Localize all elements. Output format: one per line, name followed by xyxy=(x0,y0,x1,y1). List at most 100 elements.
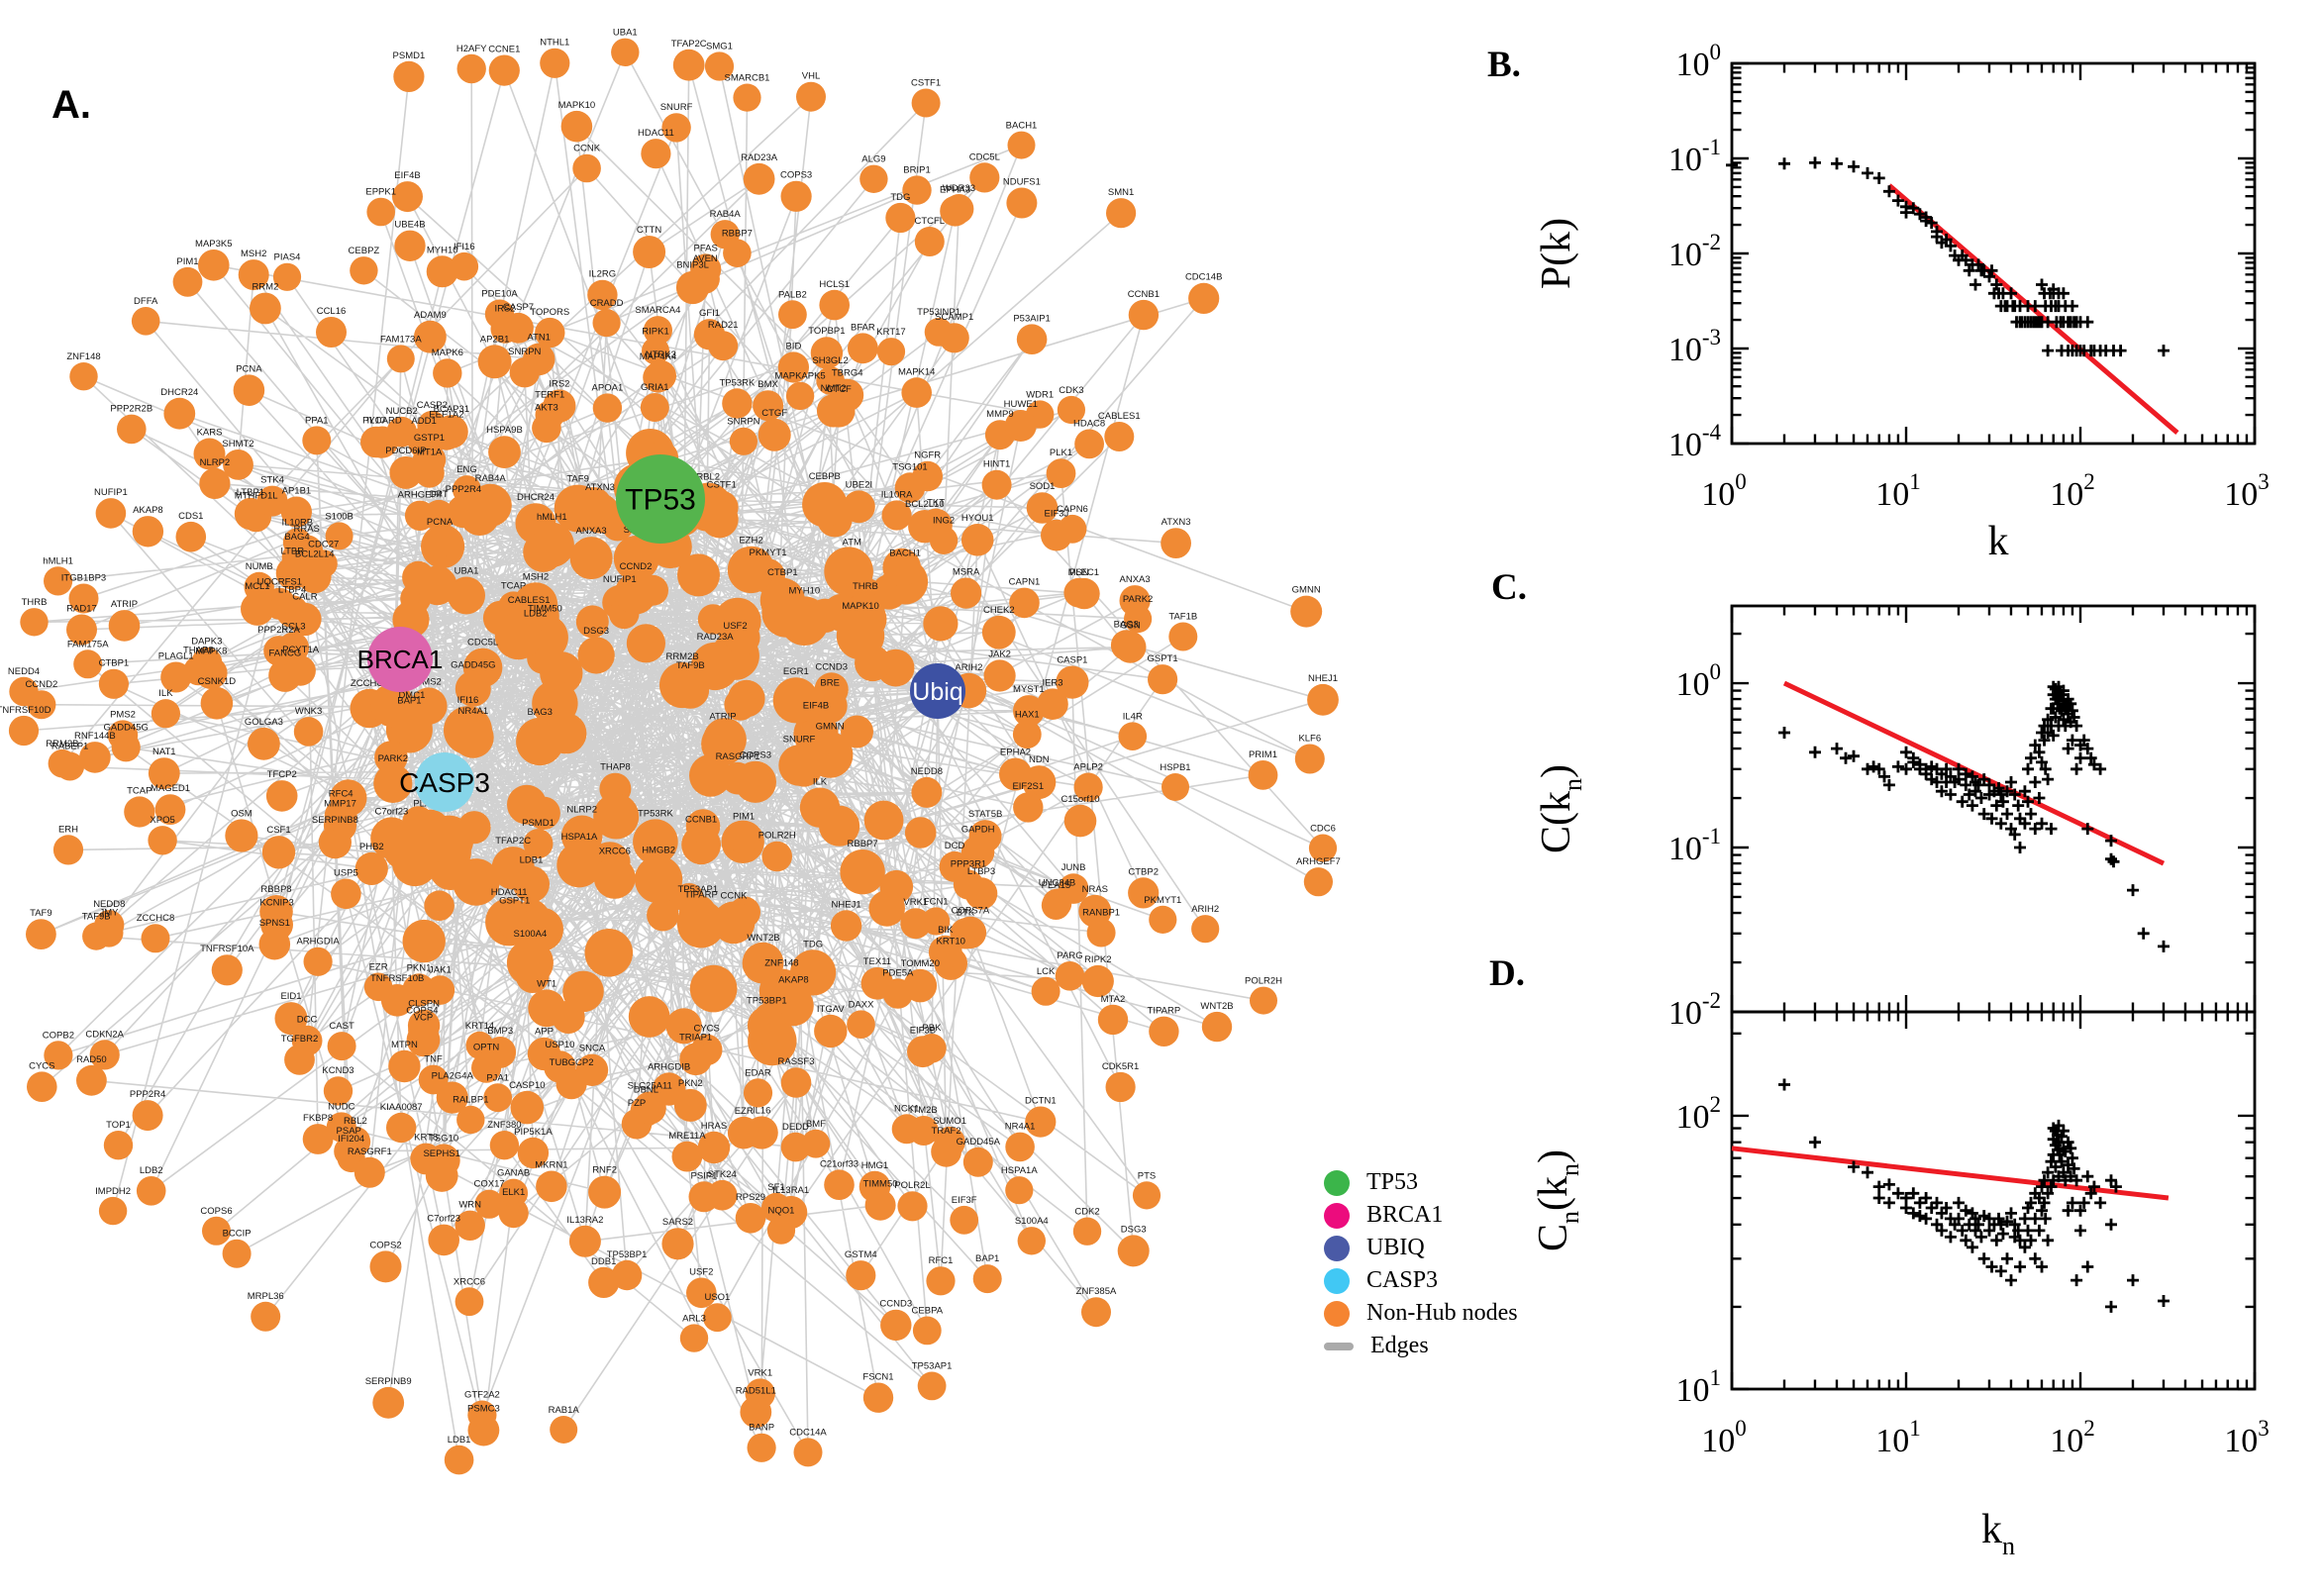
gene-label: PKN2 xyxy=(678,1078,703,1089)
gene-label: IFI16 xyxy=(457,695,479,706)
gene-label: UBE4B xyxy=(394,220,425,231)
nonhub-node xyxy=(733,83,761,112)
nonhub-node xyxy=(513,582,558,627)
nonhub-node xyxy=(1057,395,1085,425)
nonhub-node xyxy=(697,1131,731,1164)
nonhub-node xyxy=(151,699,180,729)
gene-label: ARHGDIB xyxy=(648,1061,690,1072)
gene-label: SLC25A11 xyxy=(628,1081,672,1092)
nonhub-node xyxy=(840,849,885,895)
gene-label: SF1 xyxy=(767,1182,784,1193)
axis-tick-label: 100 xyxy=(1676,40,1722,83)
nonhub-node xyxy=(960,524,994,556)
gene-label: NLRP2 xyxy=(566,805,597,816)
nonhub-node xyxy=(672,49,705,81)
nonhub-node xyxy=(1073,772,1103,802)
gene-label: NDN xyxy=(1029,754,1050,765)
nonhub-node xyxy=(1162,773,1189,801)
gene-label: NTHL1 xyxy=(540,38,569,49)
nonhub-node xyxy=(758,418,791,451)
gene-label: USF2 xyxy=(723,621,747,632)
casp3-hub-swatch-icon xyxy=(1324,1267,1350,1294)
gene-label: XPO5 xyxy=(150,815,174,826)
chart-panel-b: 100 101 102 103 100 10-1 10-2 10-3 10-4 k P(k) xyxy=(1534,40,2270,564)
gene-label: BRE xyxy=(820,677,840,688)
nonhub-node xyxy=(462,648,503,688)
nonhub-node xyxy=(926,1266,956,1296)
nonhub-node xyxy=(819,289,850,321)
nonhub-node xyxy=(402,919,446,963)
gene-label: APP xyxy=(535,1027,554,1038)
nonhub-node xyxy=(536,1170,567,1203)
y-axis-title: P(k) xyxy=(1534,218,1579,289)
nonhub-node xyxy=(386,1112,417,1144)
nonhub-node xyxy=(369,1250,402,1283)
gene-label: KARS xyxy=(197,428,223,439)
gene-label: FKBP8 xyxy=(303,1113,333,1124)
nonhub-node xyxy=(251,1301,281,1332)
gene-label: DHCR24 xyxy=(160,387,198,398)
nonhub-node xyxy=(435,415,468,449)
nonhub-node xyxy=(593,856,636,899)
nonhub-node xyxy=(772,677,819,724)
nonhub-node xyxy=(847,1010,875,1039)
nonhub-node xyxy=(272,262,302,291)
gene-label: SHMT2 xyxy=(222,439,253,449)
nonhub-node xyxy=(402,560,435,594)
axis-tick-label: 100 xyxy=(1676,659,1722,703)
nonhub-node xyxy=(141,924,170,953)
gene-label: PKMYT1 xyxy=(749,548,786,558)
gene-label: LDB1 xyxy=(520,855,544,866)
nonhub-node xyxy=(199,467,231,499)
gene-label: EGR1 xyxy=(783,666,809,677)
gene-label: PPP2R4 xyxy=(130,1089,165,1100)
gene-label: ZNF148 xyxy=(66,351,100,362)
nonhub-node xyxy=(331,878,361,910)
nonhub-node xyxy=(428,1224,460,1256)
gene-label: MSH2 xyxy=(523,571,549,582)
gene-label: RBBP7 xyxy=(848,839,878,849)
gene-label: S100B xyxy=(325,511,354,522)
nonhub-node xyxy=(812,688,848,724)
gene-label: CCL16 xyxy=(317,306,347,317)
nonhub-node xyxy=(1248,760,1278,790)
hub-circle-casp3 xyxy=(415,752,474,812)
gene-label: EIF3B xyxy=(910,1025,936,1036)
gene-label: RAD50 xyxy=(76,1054,107,1065)
nonhub-node xyxy=(777,351,810,383)
nonhub-node xyxy=(394,230,426,261)
gene-label: TP53BP1 xyxy=(747,995,787,1006)
gene-label: PCYT1A xyxy=(282,645,320,655)
gene-label: PSMC3 xyxy=(467,1404,500,1415)
gene-label: VCP xyxy=(414,1012,434,1023)
nonhub-node xyxy=(1063,804,1097,838)
nonhub-node xyxy=(280,496,312,528)
gene-label: BFAR xyxy=(851,322,875,333)
gene-label: SEPHS1 xyxy=(423,1148,460,1159)
gene-label: BCCIP xyxy=(223,1229,252,1240)
nonhub-node xyxy=(661,113,691,143)
nonhub-node xyxy=(969,162,1000,193)
gene-label: ING2 xyxy=(933,516,955,527)
nonhub-node xyxy=(265,780,298,812)
gene-label: CAPN1 xyxy=(1009,577,1041,588)
nonhub-node xyxy=(477,345,512,379)
nonhub-node xyxy=(908,1116,939,1146)
nonhub-node xyxy=(593,793,640,840)
nonhub-node xyxy=(897,1191,928,1222)
gene-label: RBBP7 xyxy=(722,228,753,239)
gene-label: SUMO1 xyxy=(933,1116,966,1127)
nonhub-node xyxy=(1118,722,1148,750)
gene-label: POLR2H xyxy=(1245,976,1282,987)
gene-label: TNF xyxy=(424,1054,443,1065)
gene-label: DSG3 xyxy=(1121,1225,1147,1236)
scatter-points xyxy=(1778,1078,2170,1313)
gene-label: NR4A1 xyxy=(457,706,488,717)
gene-label: NTRK3 xyxy=(646,349,676,360)
gene-label: RASGRF1 xyxy=(348,1147,392,1157)
gene-label: CTGF xyxy=(761,408,787,419)
gene-label: TIPARP xyxy=(684,889,718,900)
gene-label: RAD23A xyxy=(697,632,735,643)
gene-label: RIPK2 xyxy=(1084,954,1111,965)
